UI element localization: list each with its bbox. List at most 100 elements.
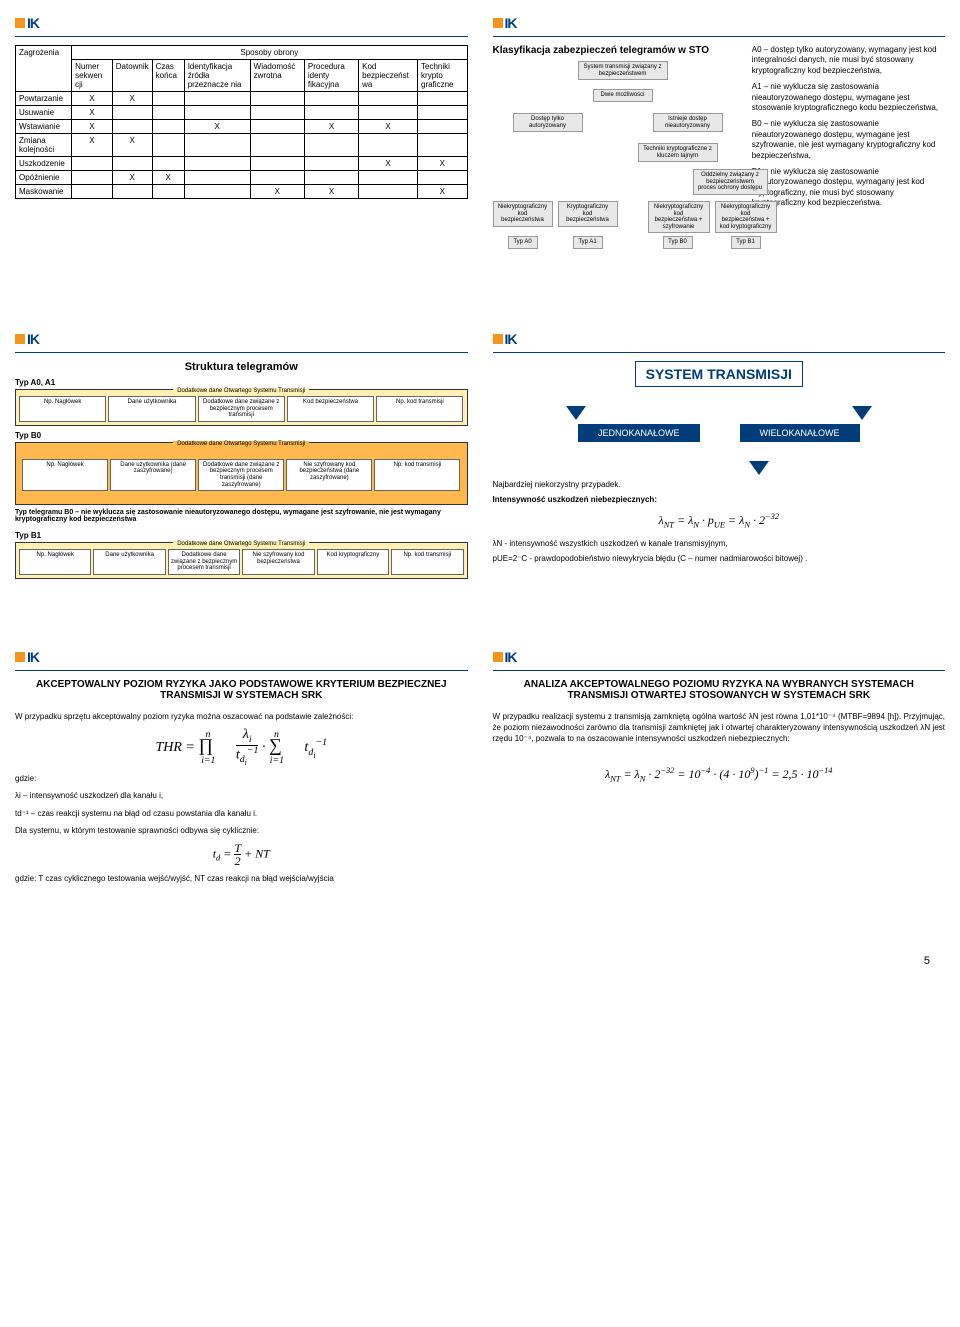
band-cell: Np. kod transmisji xyxy=(391,549,463,575)
band-cell: Np. Nagłówek xyxy=(19,549,91,575)
band-cell: Dodatkowe dane związane z bezpiecznym pr… xyxy=(198,459,284,491)
table-cell: X xyxy=(418,185,467,199)
table-cell xyxy=(304,106,358,120)
s5-gdzie: gdzie: xyxy=(15,773,468,784)
divider xyxy=(493,36,946,37)
table-cell xyxy=(418,134,467,157)
table-row: PowtarzanieXX xyxy=(16,92,468,106)
band-a: Dodatkowe dane Otwartego Systemu Transmi… xyxy=(15,389,468,426)
table-cell xyxy=(184,157,250,171)
arrow-icon xyxy=(566,406,586,420)
table-cell xyxy=(304,134,358,157)
table-col-header: Procedura identy fikacyjna xyxy=(304,60,358,92)
row-name: Maskowanie xyxy=(16,185,72,199)
band-cell: Np. Nagłówek xyxy=(19,396,106,422)
table-cell: X xyxy=(72,92,113,106)
s4-p4: pUE=2⁻C - prawdopodobieństwo niewykrycia… xyxy=(493,553,946,564)
table-cell xyxy=(152,120,184,134)
slide-telegram-structure: IK Struktura telegramów Typ A0, A1 Dodat… xyxy=(10,326,473,584)
logo-icon xyxy=(15,18,25,28)
logo-icon xyxy=(493,652,503,662)
table-cell: X xyxy=(72,120,113,134)
s5-p3: gdzie: T czas cyklicznego testowania wej… xyxy=(15,873,468,884)
band-cell: Np. kod transmisji xyxy=(376,396,463,422)
table-cell xyxy=(152,134,184,157)
band-cell: Np. kod transmisji xyxy=(374,459,460,491)
table-cell: X xyxy=(152,171,184,185)
divider xyxy=(15,670,468,671)
logo-icon xyxy=(493,334,503,344)
table-cell xyxy=(112,106,152,120)
slide4-title: SYSTEM TRANSMISJI xyxy=(635,361,803,387)
band-cell: Nie szyfrowany kod bezpieczeństwa (dane … xyxy=(286,459,372,491)
table-cell xyxy=(304,157,358,171)
table-cell: X xyxy=(304,185,358,199)
table-cell xyxy=(359,106,418,120)
logo-icon xyxy=(493,18,503,28)
table-cell: X xyxy=(359,120,418,134)
s4-p3: λN - intensywność wszystkich uszkodzeń w… xyxy=(493,538,946,549)
divider xyxy=(15,36,468,37)
divider xyxy=(493,352,946,353)
logo-text: IK xyxy=(505,15,517,31)
table-col-header: Czas końca xyxy=(152,60,184,92)
table-col-header: Wiadomość zwrotna xyxy=(250,60,304,92)
node-tb1: Typ B1 xyxy=(731,236,761,249)
table-cell xyxy=(112,157,152,171)
logo-text: IK xyxy=(505,331,517,347)
node-b0: Niekryptograficzny kod bezpieczeństwa + … xyxy=(648,201,710,233)
col-zagrozenia: Zagrożenia xyxy=(16,46,72,92)
table-cell: X xyxy=(112,171,152,185)
row-name: Usuwanie xyxy=(16,106,72,120)
logo-text: IK xyxy=(27,15,39,31)
table-col-header: Numer sekwen cji xyxy=(72,60,113,92)
band-cell: Kod bezpieczeństwa xyxy=(287,396,374,422)
s5-g2: td⁻¹ – czas reakcji systemu na błąd od c… xyxy=(15,808,468,819)
table-cell xyxy=(72,171,113,185)
note-b0: Typ telegramu B0 – nie wyklucza się zast… xyxy=(15,509,468,523)
table-cell xyxy=(152,185,184,199)
table-cell: X xyxy=(418,157,467,171)
table-cell xyxy=(418,171,467,185)
divider xyxy=(15,352,468,353)
classification-tree: System transmisji związany z bezpieczeńs… xyxy=(493,61,744,261)
divider xyxy=(493,670,946,671)
band-b0-title: Dodatkowe dane Otwartego Systemu Transmi… xyxy=(173,441,309,447)
table-cell xyxy=(304,171,358,185)
node-ta0: Typ A0 xyxy=(508,236,538,249)
band-cell: Dane użytkownika (dane zaszyfrowane) xyxy=(110,459,196,491)
table-cell xyxy=(418,106,467,120)
table-cell: X xyxy=(72,134,113,157)
slide6-title: ANALIZA AKCEPTOWALNEGO POZIOMU RYZYKA NA… xyxy=(493,679,946,701)
table-cell xyxy=(359,171,418,185)
table-cell xyxy=(152,92,184,106)
slide-akceptowalny-poziom: IK AKCEPTOWALNY POZIOM RYZYKA JAKO PODST… xyxy=(10,644,473,895)
band-cell: Dodatkowe dane związane z bezpiecznym pr… xyxy=(198,396,285,422)
band-cell: Dane użytkownika xyxy=(108,396,195,422)
text-a1: A1 – nie wyklucza się zastosowania nieau… xyxy=(752,82,945,113)
table-cell: X xyxy=(184,120,250,134)
s6-p1: W przypadku realizacji systemu z transmi… xyxy=(493,711,946,745)
s5-formula-thr: THR = ∏i=1n λi tdi−1 · ∑i=1n tdi−1 xyxy=(15,728,468,767)
logo-icon xyxy=(15,334,25,344)
text-b0: B0 – nie wyklucza się zastosowanie nieau… xyxy=(752,119,945,161)
table-row: WstawianieXXXX xyxy=(16,120,468,134)
slide2-description: A0 – dostęp tylko autoryzowany, wymagany… xyxy=(752,45,945,261)
arrow-icon xyxy=(852,406,872,420)
arrow-icon xyxy=(749,461,769,475)
logo-icon xyxy=(15,652,25,662)
table-cell xyxy=(72,157,113,171)
table-cell: X xyxy=(112,134,152,157)
row-name: Zmiana kolejności xyxy=(16,134,72,157)
table-cell xyxy=(359,134,418,157)
node-dwie: Dwie możliwości xyxy=(593,89,653,102)
node-techniki: Techniki kryptograficzne z kluczem tajny… xyxy=(638,143,718,162)
slide-analiza: IK ANALIZA AKCEPTOWALNEGO POZIOMU RYZYKA… xyxy=(488,644,951,895)
text-a0: A0 – dostęp tylko autoryzowany, wymagany… xyxy=(752,45,945,76)
logo: IK xyxy=(15,15,468,31)
table-cell: X xyxy=(72,106,113,120)
band-cell: Nie szyfrowany kod bezpieczeństwa xyxy=(242,549,314,575)
table-cell xyxy=(418,92,467,106)
table-row: OpóźnienieXX xyxy=(16,171,468,185)
node-b1: Niekryptograficzny kod bezpieczeństwa + … xyxy=(715,201,777,233)
